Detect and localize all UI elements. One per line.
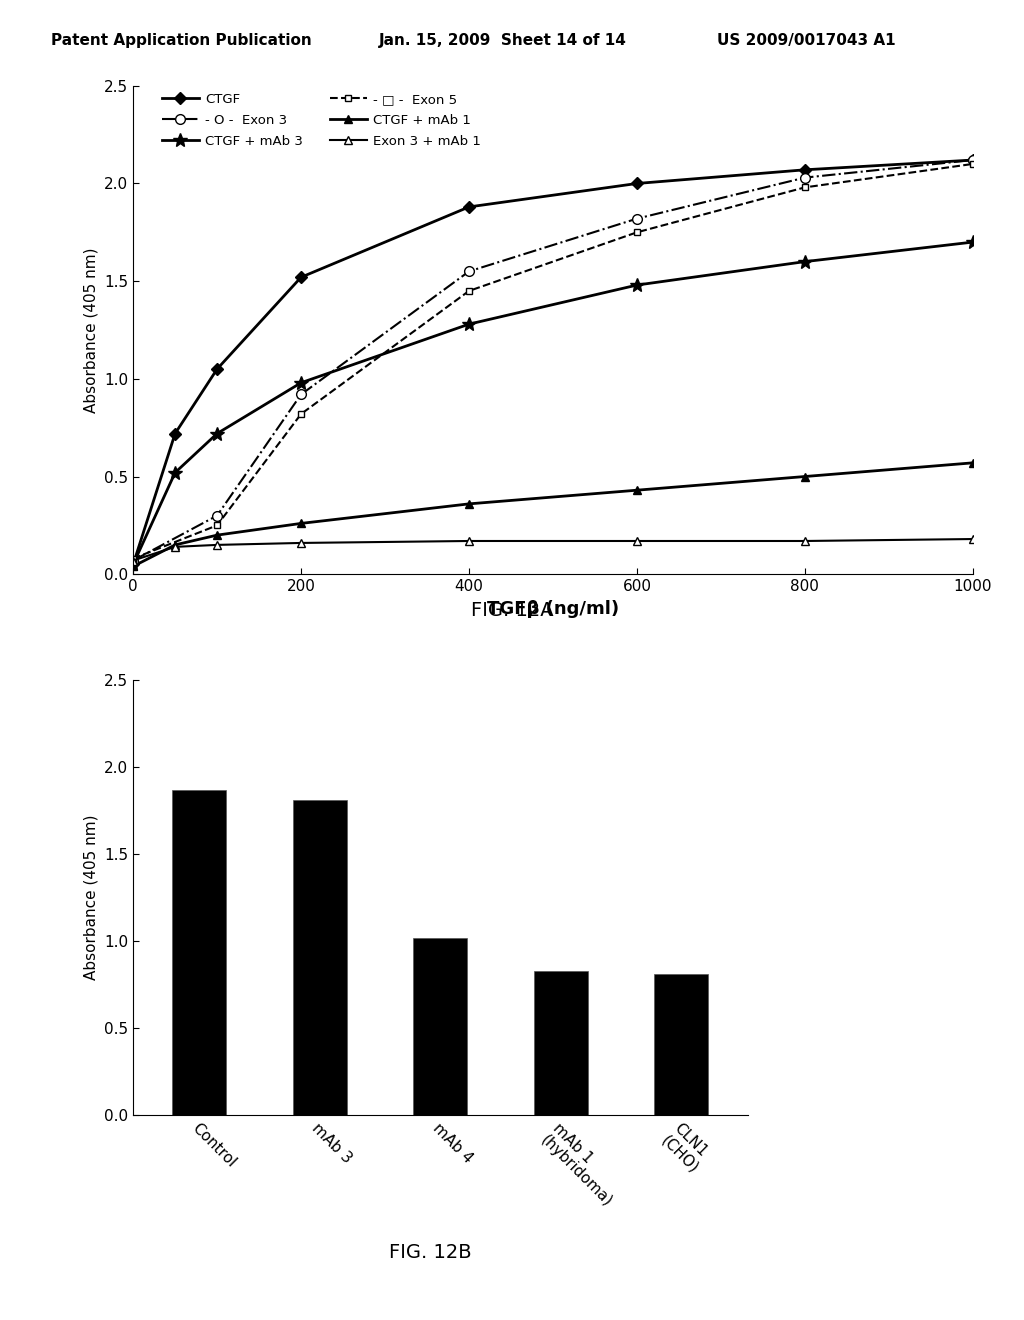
- □ - Exon 5 [799, 180, 811, 195]
Line: - □ - Exon 5: - □ - Exon 5 [130, 161, 976, 562]
Bar [172, 789, 226, 1115]
Line: Exon 3 + mAb 1: Exon 3 + mAb 1 [129, 535, 977, 565]
- O - Exon 3 [799, 170, 811, 186]
CTGF + mAb 3 [169, 465, 181, 480]
Bar [534, 970, 588, 1115]
CTGF [967, 152, 979, 168]
Line: CTGF + mAb 1: CTGF + mAb 1 [129, 458, 977, 570]
Y-axis label: Absorbance (405 nm): Absorbance (405 nm) [84, 814, 98, 981]
Line: - O - Exon 3: - O - Exon 3 [128, 156, 978, 565]
CTGF + mAb 3 [799, 253, 811, 269]
- O - Exon 3 [211, 508, 223, 524]
Exon 3 + mAb 1 [211, 537, 223, 553]
Text: Patent Application Publication: Patent Application Publication [51, 33, 312, 48]
Exon 3 + mAb 1 [799, 533, 811, 549]
Legend: CTGF, - O -  Exon 3, CTGF + mAb 3, - □ -  Exon 5, CTGF + mAb 1, Exon 3 + mAb 1: CTGF, - O - Exon 3, CTGF + mAb 3, - □ - … [157, 87, 486, 153]
- □ - Exon 5 [295, 407, 307, 422]
- O - Exon 3 [127, 553, 139, 569]
CTGF [127, 557, 139, 573]
CTGF + mAb 1 [127, 558, 139, 574]
CTGF + mAb 1 [631, 482, 643, 498]
Bar [293, 800, 347, 1115]
CTGF [631, 176, 643, 191]
CTGF + mAb 1 [463, 496, 475, 512]
Line: CTGF + mAb 3: CTGF + mAb 3 [126, 235, 980, 572]
CTGF + mAb 1 [169, 537, 181, 553]
Exon 3 + mAb 1 [967, 531, 979, 546]
Text: US 2009/0017043 A1: US 2009/0017043 A1 [717, 33, 895, 48]
- O - Exon 3 [967, 152, 979, 168]
CTGF + mAb 3 [127, 557, 139, 573]
CTGF [463, 199, 475, 215]
Text: FIG. 12A: FIG. 12A [471, 601, 553, 619]
CTGF + mAb 3 [211, 425, 223, 441]
Text: FIG. 12B: FIG. 12B [389, 1243, 471, 1262]
CTGF + mAb 1 [967, 455, 979, 471]
CTGF + mAb 3 [967, 234, 979, 249]
- □ - Exon 5 [211, 517, 223, 533]
CTGF [211, 362, 223, 378]
- O - Exon 3 [295, 387, 307, 403]
CTGF + mAb 1 [211, 527, 223, 543]
CTGF + mAb 3 [295, 375, 307, 391]
Text: Jan. 15, 2009  Sheet 14 of 14: Jan. 15, 2009 Sheet 14 of 14 [379, 33, 627, 48]
Y-axis label: Absorbance (405 nm): Absorbance (405 nm) [84, 247, 98, 413]
Exon 3 + mAb 1 [169, 539, 181, 554]
Line: CTGF: CTGF [129, 156, 977, 569]
- □ - Exon 5 [127, 550, 139, 566]
CTGF + mAb 3 [631, 277, 643, 293]
CTGF [799, 162, 811, 178]
- O - Exon 3 [463, 264, 475, 280]
- □ - Exon 5 [967, 156, 979, 172]
Bar [654, 974, 709, 1115]
Exon 3 + mAb 1 [127, 553, 139, 569]
- O - Exon 3 [631, 211, 643, 227]
CTGF [295, 269, 307, 285]
Exon 3 + mAb 1 [631, 533, 643, 549]
- □ - Exon 5 [631, 224, 643, 240]
CTGF + mAb 3 [463, 317, 475, 333]
Bar [414, 937, 467, 1115]
CTGF + mAb 1 [295, 516, 307, 532]
X-axis label: TGFβ (ng/ml): TGFβ (ng/ml) [486, 599, 620, 618]
CTGF [169, 425, 181, 441]
Exon 3 + mAb 1 [463, 533, 475, 549]
CTGF + mAb 1 [799, 469, 811, 484]
- □ - Exon 5 [463, 282, 475, 298]
Exon 3 + mAb 1 [295, 535, 307, 550]
